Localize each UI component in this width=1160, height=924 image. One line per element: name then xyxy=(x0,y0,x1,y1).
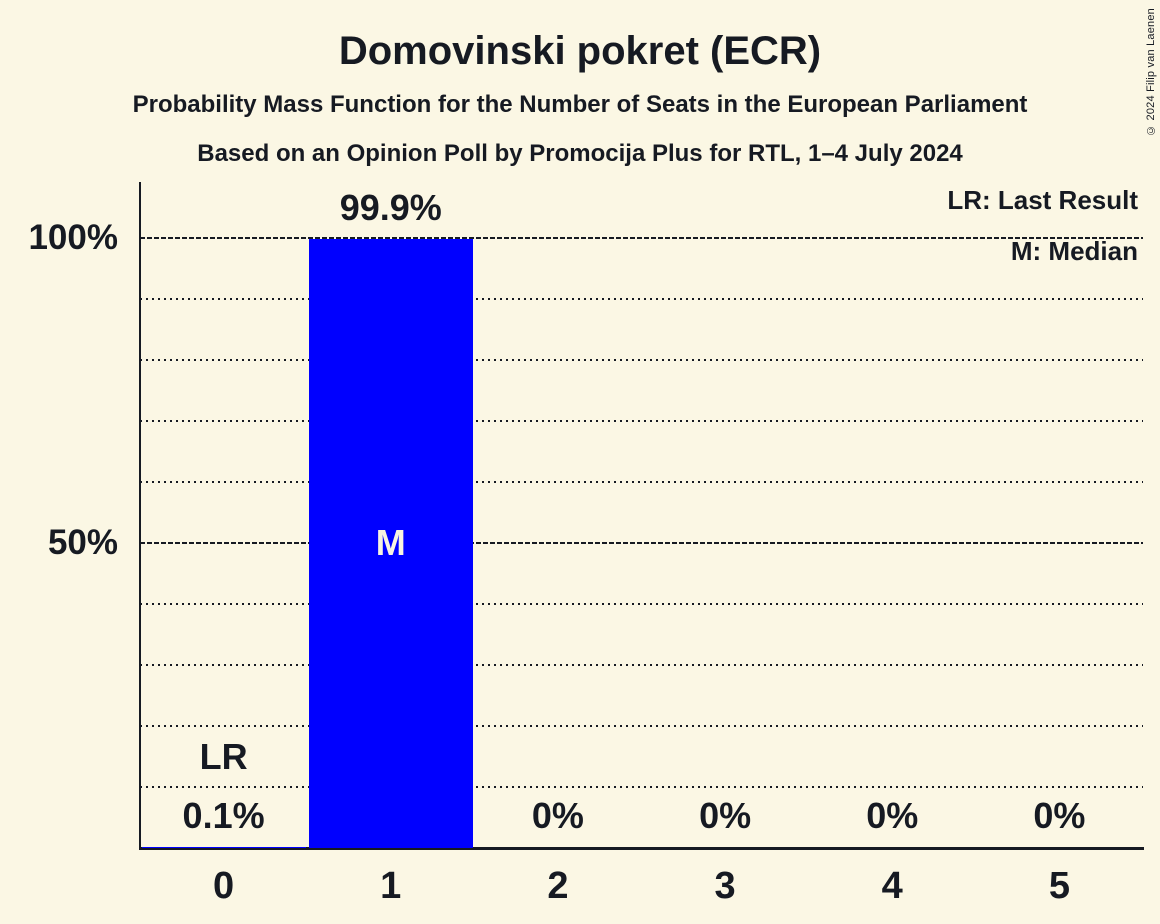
bar-value-label: 0% xyxy=(866,795,919,836)
x-tick-label: 5 xyxy=(1048,865,1070,907)
x-tick-label: 2 xyxy=(547,865,569,907)
gridline-minor xyxy=(140,298,1143,300)
chart-subtitle: Probability Mass Function for the Number… xyxy=(132,91,1028,118)
gridline-minor xyxy=(140,786,1143,788)
bar-value-label: 0% xyxy=(1033,795,1086,836)
gridline-minor xyxy=(140,359,1143,361)
bar xyxy=(141,847,306,848)
gridline-minor xyxy=(140,725,1143,727)
gridline-minor xyxy=(140,420,1143,422)
bar xyxy=(308,238,473,848)
gridline-major xyxy=(140,542,1143,544)
y-tick-label: 50% xyxy=(47,523,118,562)
last-result-marker: LR xyxy=(199,735,248,777)
x-tick-label: 4 xyxy=(881,865,903,907)
median-marker: M xyxy=(375,522,406,563)
x-tick-label: 0 xyxy=(213,865,235,907)
bar-value-label: 0% xyxy=(699,795,752,836)
legend-last-result: LR: Last Result xyxy=(947,185,1138,215)
gridline-major xyxy=(140,237,1143,239)
chart-source-line: Based on an Opinion Poll by Promocija Pl… xyxy=(197,140,963,167)
legend-median: M: Median xyxy=(1010,236,1138,266)
bar-value-label: 0.1% xyxy=(182,795,265,836)
gridline-minor xyxy=(140,603,1143,605)
y-axis-line xyxy=(139,182,141,848)
x-tick-label: 3 xyxy=(714,865,736,907)
x-tick-label: 1 xyxy=(380,865,402,907)
chart-title: Domovinski pokret (ECR) xyxy=(338,29,822,73)
gridline-minor xyxy=(140,664,1143,666)
gridline-minor xyxy=(140,481,1143,483)
copyright-note: © 2024 Filip van Laenen xyxy=(1145,8,1157,136)
bar-value-label: 99.9% xyxy=(339,186,442,228)
bar-value-label: 0% xyxy=(531,795,584,836)
x-axis-line xyxy=(139,847,1144,850)
y-tick-label: 100% xyxy=(28,218,118,257)
